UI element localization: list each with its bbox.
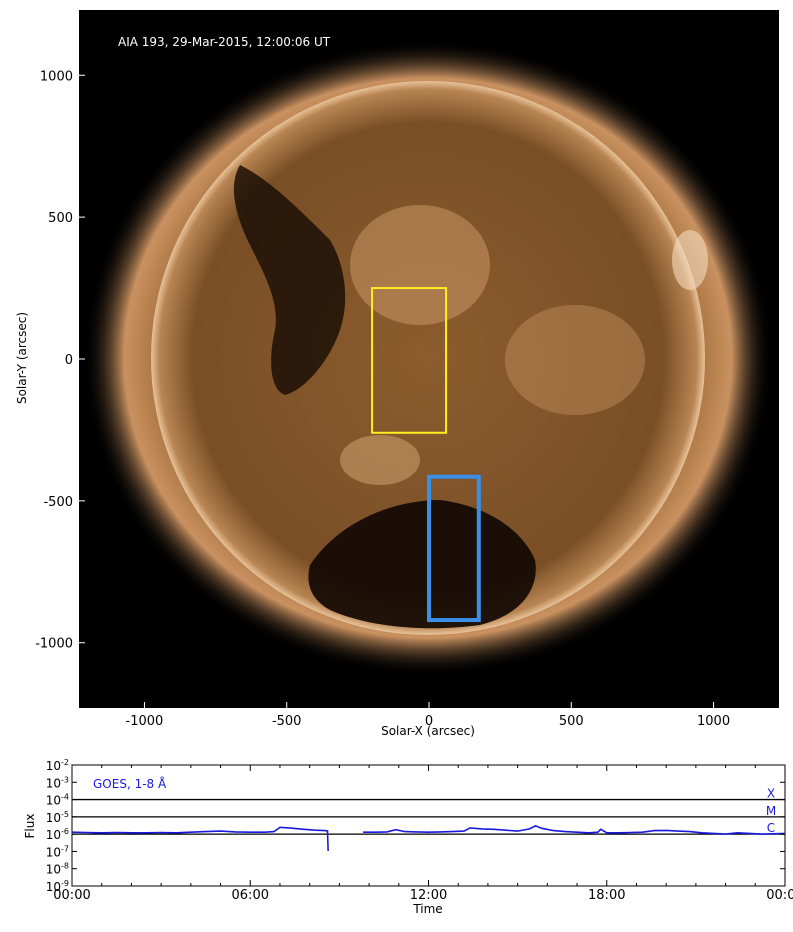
goes-y-tick-base: 10: [46, 828, 61, 842]
image-y-tick-label: 500: [48, 211, 73, 226]
active-region-west: [505, 305, 645, 415]
image-x-tick-label: 1000: [697, 714, 730, 729]
image-x-tick-label: -1000: [126, 714, 164, 729]
goes-y-tick-label: 10-6: [46, 827, 69, 842]
goes-y-tick-base: 10: [46, 794, 61, 808]
goes-y-tick-label: 10-3: [46, 775, 69, 790]
goes-y-tick-exponent: -3: [61, 775, 69, 784]
image-y-ticks: 1000 500 0 -500 -1000: [35, 69, 85, 652]
goes-x-tick-label: 06:00: [232, 888, 269, 903]
active-region-center: [350, 205, 490, 325]
goes-y-tick-base: 10: [46, 880, 61, 894]
goes-y-tick-label: 10-7: [46, 844, 69, 859]
goes-flux-line: [363, 825, 786, 835]
goes-series: [71, 825, 786, 851]
goes-y-tick-label: 10-9: [46, 879, 69, 894]
image-y-axis-label: Solar-Y (arcsec): [15, 312, 29, 404]
goes-y-tick-label: 10-5: [46, 810, 69, 825]
goes-flux-line: [71, 826, 329, 851]
goes-y-tick-base: 10: [46, 845, 61, 859]
goes-y-tick-exponent: -6: [61, 827, 69, 836]
active-region-southeast: [340, 435, 420, 485]
goes-class-label: X: [767, 787, 775, 801]
goes-plot-frame: [71, 764, 786, 887]
goes-y-tick-base: 10: [46, 863, 61, 877]
goes-y-tick-label: 10-2: [46, 758, 69, 773]
image-y-tick-label: 1000: [40, 69, 73, 84]
image-x-tick-label: 500: [559, 714, 584, 729]
image-y-tick-label: -500: [43, 495, 73, 510]
goes-y-tick-base: 10: [46, 811, 61, 825]
image-caption: AIA 193, 29-Mar-2015, 12:00:06 UT: [118, 35, 331, 49]
goes-y-tick-exponent: -8: [61, 862, 69, 871]
yellow-region-box: [371, 287, 448, 434]
limb-bright-west: [672, 230, 708, 290]
image-x-tick-label: 0: [425, 714, 433, 729]
goes-x-ticks: 00:00 06:00 12:00 18:00 00:00: [53, 765, 793, 903]
goes-x-axis-label: Time: [412, 902, 442, 916]
image-y-tick-label: -1000: [35, 637, 73, 652]
goes-title: GOES, 1-8 Å: [93, 776, 167, 791]
goes-x-tick-label: 00:00: [766, 888, 793, 903]
goes-y-tick-label: 10-4: [46, 793, 69, 808]
image-x-axis-label: Solar-X (arcsec): [381, 724, 475, 738]
goes-y-tick-label: 10-8: [46, 862, 69, 877]
goes-y-ticks: 10-210-310-410-510-610-710-810-9: [46, 758, 785, 894]
goes-x-tick-label: 18:00: [588, 888, 625, 903]
goes-y-tick-exponent: -9: [61, 879, 69, 888]
sun-image: [83, 40, 773, 676]
image-x-ticks: -1000 -500 0 500 1000: [126, 702, 730, 729]
solar-image-panel: AIA 193, 29-Mar-2015, 12:00:06 UT -1000-…: [15, 10, 779, 738]
goes-class-label: C: [767, 821, 775, 835]
goes-x-tick-label: 12:00: [410, 888, 447, 903]
goes-class-lines: XMC: [72, 787, 785, 835]
goes-y-tick-base: 10: [46, 759, 61, 773]
coronal-hole-east: [233, 165, 346, 395]
goes-y-tick-base: 10: [46, 776, 61, 790]
goes-x-tick-label: 00:00: [53, 888, 90, 903]
goes-y-axis-label: Flux: [23, 814, 37, 839]
image-y-tick-label: 0: [65, 353, 73, 368]
blue-region-box: [427, 474, 481, 623]
goes-y-tick-exponent: -7: [61, 844, 69, 853]
image-x-tick-label: -500: [272, 714, 302, 729]
goes-class-label: M: [766, 804, 776, 818]
goes-y-tick-exponent: -5: [61, 810, 69, 819]
goes-y-tick-exponent: -2: [61, 758, 69, 767]
goes-y-tick-exponent: -4: [61, 793, 69, 802]
